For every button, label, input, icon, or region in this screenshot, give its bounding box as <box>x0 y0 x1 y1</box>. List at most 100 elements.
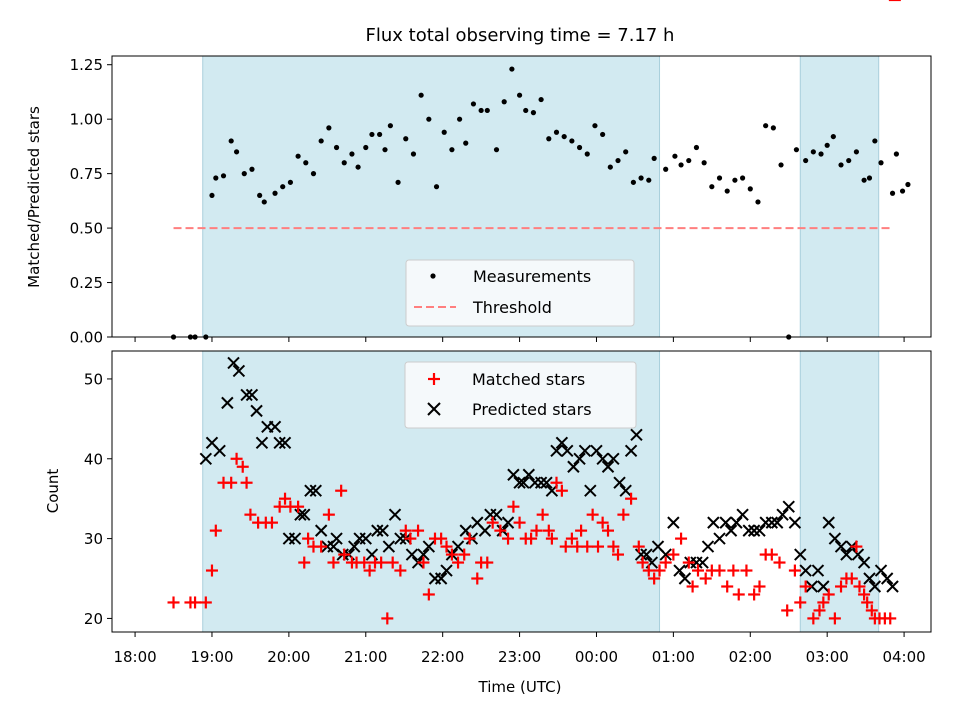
predicted-star-marker <box>590 444 603 457</box>
marker-stroke <box>619 484 632 497</box>
measurement-point <box>686 157 692 164</box>
marker-stroke <box>794 548 807 561</box>
marker-stroke <box>782 500 795 513</box>
matched-star-marker <box>209 524 222 537</box>
y-tick-label: 0.50 <box>70 220 103 238</box>
measurement-point <box>672 153 678 159</box>
measurement-point <box>592 123 598 129</box>
predicted-star-marker <box>522 468 536 481</box>
matched-star-marker <box>807 612 820 625</box>
x-tick-label: 02:00 <box>729 648 772 666</box>
matched-star-marker <box>292 500 305 513</box>
measurement-point <box>209 192 215 199</box>
predicted-star-marker <box>394 532 407 545</box>
matched-star-marker <box>199 596 212 609</box>
marker-stroke <box>584 484 597 497</box>
predicted-star-marker <box>376 524 389 537</box>
y-tick-label: 0.00 <box>70 329 103 347</box>
predicted-star-marker <box>534 476 548 489</box>
marker-stroke <box>245 388 259 402</box>
marker-stroke <box>634 548 648 561</box>
predicted-star-marker <box>747 524 761 537</box>
matched-star-marker <box>740 564 753 577</box>
matched-star-marker <box>279 492 292 505</box>
marker-stroke <box>199 452 213 465</box>
matched-star-marker <box>575 524 588 537</box>
top-plot-frame <box>111 55 932 338</box>
measurement-point <box>538 96 544 103</box>
x-tick-label: 01:00 <box>652 648 695 666</box>
legend-matched-label: Matched stars <box>472 370 585 389</box>
predicted-star-marker <box>868 580 882 593</box>
bottom-y-axis-label: Count <box>44 469 62 514</box>
matched-star-marker <box>781 604 794 617</box>
y-tick-label: 1.00 <box>70 111 103 129</box>
legend-matched-marker <box>428 373 440 385</box>
measurement-point <box>830 133 836 140</box>
marker-stroke <box>701 540 715 553</box>
predicted-star-marker <box>678 572 692 585</box>
marker-stroke <box>880 572 894 585</box>
marker-stroke <box>573 452 586 465</box>
matched-star-marker <box>636 556 649 569</box>
measurement-point <box>878 160 884 166</box>
matched-star-marker <box>753 580 766 593</box>
matched-star-marker <box>686 580 699 593</box>
top-panel: 0.00 0.25 0.50 0.75 1.00 1.25 Matched/Predict… <box>25 55 932 347</box>
predicted-star-marker <box>857 556 871 569</box>
predicted-star-marker <box>607 452 620 465</box>
matched-star-marker <box>721 580 734 593</box>
predicted-star-marker <box>232 364 246 378</box>
marker-stroke <box>607 452 620 465</box>
predicted-star-marker <box>782 500 795 513</box>
marker-stroke <box>868 580 882 593</box>
measurement-point <box>553 129 560 135</box>
predicted-star-marker <box>573 452 586 465</box>
predicted-star-marker <box>776 508 789 521</box>
predicted-star-marker <box>630 428 643 442</box>
marker-stroke <box>555 436 569 450</box>
predicted-star-marker <box>840 548 853 561</box>
measurement-point <box>546 136 552 142</box>
y-tick-label: 40 <box>84 450 103 468</box>
predicted-star-marker <box>634 548 648 561</box>
predicted-star-marker <box>314 524 328 537</box>
matched-star-marker <box>322 508 335 521</box>
predicted-star-marker <box>828 532 842 545</box>
measurement-point <box>233 149 240 155</box>
matched-star-marker <box>230 452 243 465</box>
bottom-legend: Matched stars Predicted stars <box>404 361 637 429</box>
marker-stroke <box>417 548 430 561</box>
measurement-point <box>287 179 294 185</box>
matched-star-marker <box>617 508 630 521</box>
predicted-star-marker <box>273 436 286 450</box>
matched-star-marker <box>502 532 515 545</box>
measurement-point <box>793 147 800 153</box>
marker-stroke <box>590 444 603 457</box>
marker-stroke <box>371 524 384 537</box>
top-legend: Measurements Threshold <box>405 259 635 327</box>
marker-stroke <box>501 516 515 529</box>
matched-star-marker <box>550 476 563 489</box>
matched-star-marker <box>602 524 615 537</box>
measurement-point <box>853 149 860 155</box>
predicted-star-marker <box>388 508 402 521</box>
predicted-star-marker <box>601 460 615 473</box>
predicted-star-marker <box>507 468 520 481</box>
matched-star-marker <box>240 476 253 489</box>
x-tick-label: 21:00 <box>344 648 387 666</box>
marker-stroke <box>327 540 340 553</box>
measurement-point <box>249 166 255 172</box>
measurement-point <box>678 162 684 168</box>
measurement-point <box>755 199 761 205</box>
marker-stroke <box>250 404 263 418</box>
marker-stroke <box>707 516 720 529</box>
measurement-point <box>651 155 657 161</box>
measurement-point <box>872 138 878 144</box>
legend-threshold-label: Threshold <box>472 298 552 317</box>
marker-stroke <box>822 516 835 529</box>
marker-stroke <box>747 524 761 537</box>
marker-stroke <box>471 516 484 529</box>
measurement-point <box>646 177 652 183</box>
